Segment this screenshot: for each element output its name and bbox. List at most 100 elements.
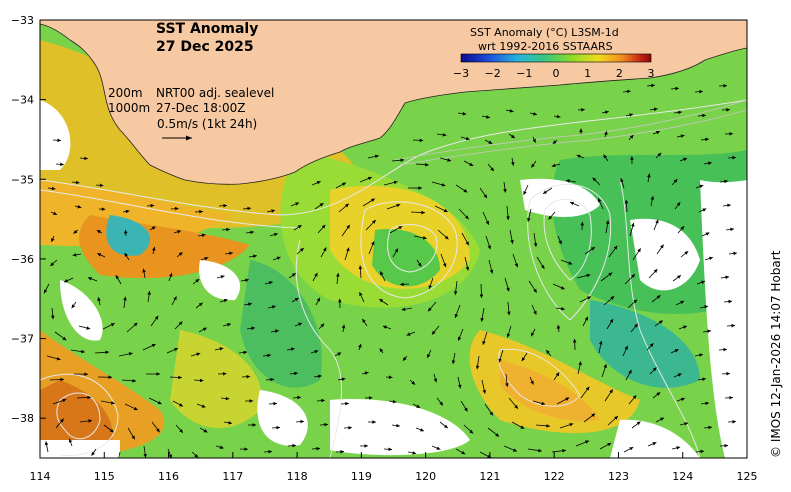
current-arrowhead [733,251,737,256]
current-arrowhead [465,136,470,141]
x-tick-label: 116 [158,470,179,483]
current-arrowhead [576,154,581,159]
current-arrowhead [680,397,685,402]
current-arrowhead [551,163,556,168]
current-arrowhead [364,444,368,448]
current-arrowhead [510,239,514,244]
current-arrowhead [421,210,425,215]
legend-tick-label: −1 [516,67,532,80]
current-arrowhead [362,318,366,323]
current-arrowhead [566,179,570,183]
current-arrowhead [565,397,570,401]
current-arrowhead [370,198,375,202]
current-arrowhead [465,266,470,271]
current-arrowhead [56,356,61,361]
current-arrowhead [490,167,494,172]
current-arrowhead [60,162,64,167]
current-arrowhead [510,134,515,139]
current-arrowhead [629,134,634,139]
current-arrowhead [444,235,449,240]
current-arrowhead [88,419,93,423]
missing-data-areas [40,100,747,458]
current-arrowhead [486,115,490,119]
current-arrowhead [558,240,562,245]
current-arrowhead [105,350,109,355]
current-arrowhead [348,426,352,430]
current-arrowhead [701,280,706,285]
x-tick-label: 122 [544,470,565,483]
current-arrowhead [422,236,427,240]
current-arrowhead [631,274,635,278]
current-arrowhead [591,413,596,418]
current-arrowhead [637,248,641,253]
x-tick-label: 120 [415,470,436,483]
current-arrowhead [128,352,133,356]
current-arrowhead [509,109,514,113]
current-arrowhead [204,256,209,261]
current-arrowhead [358,343,362,348]
current-arrowhead [533,310,537,315]
current-arrowhead [173,296,177,301]
current-arrowhead [531,332,535,337]
current-arrowhead [604,110,609,114]
current-arrowhead [324,422,328,427]
current-arrowhead [219,445,224,449]
current-arrowhead [480,317,484,322]
current-arrowhead [338,298,342,303]
current-arrowhead [568,261,573,265]
current-arrowhead [729,131,733,136]
current-arrowhead [632,395,637,400]
current-arrowhead [533,288,537,293]
current-arrowhead [609,318,614,323]
legend-tick-label: 0 [553,67,560,80]
current-arrowhead [578,361,582,366]
current-arrowhead [417,262,422,267]
current-arrowhead [443,208,448,213]
x-tick-label: 118 [287,470,308,483]
current-arrowhead [498,358,502,363]
current-arrowhead [726,371,730,376]
current-arrowhead [223,203,227,208]
current-arrowhead [680,226,685,230]
current-arrowhead [294,371,298,376]
legend-tick-label: −3 [453,67,469,80]
current-arrowhead [50,315,55,320]
current-arrowhead [132,378,136,383]
current-arrowhead [388,447,393,452]
x-tick-label: 119 [351,470,372,483]
current-arrowhead [675,86,679,91]
current-arrowhead [62,398,67,403]
current-arrowhead [676,202,681,207]
x-tick-label: 121 [479,470,500,483]
y-tick-label: −36 [11,253,34,266]
current-arrowhead [316,297,320,302]
current-arrowhead [245,278,249,282]
current-arrowhead [728,299,733,304]
current-arrowhead [676,446,681,450]
current-arrowhead [655,219,659,224]
current-arrowhead [598,340,603,345]
scale-arrow [162,135,192,141]
x-axis: 114 115 116 117 118 119 120 121 122 123 124 125 [30,452,758,483]
current-arrowhead [581,107,585,112]
current-arrowhead [147,291,151,295]
legend-ticks: −3 −2 −1 0 1 2 3 [453,67,655,80]
current-arrowhead [290,347,295,351]
current-arrowhead [634,323,638,328]
current-arrowhead [541,401,546,406]
current-arrowhead [465,241,469,246]
current-arrowhead [614,416,618,420]
current-arrowhead [400,158,405,162]
current-arrowhead [656,295,661,299]
current-arrowhead [657,152,662,157]
map-title: SST Anomaly [156,21,258,37]
current-arrowhead [374,154,379,159]
current-arrowhead [506,216,510,220]
current-arrowhead [244,447,248,451]
current-arrowhead [489,411,493,416]
current-arrowhead [68,438,73,443]
current-arrowhead [223,298,228,303]
current-arrowhead [626,89,631,94]
current-arrowhead [250,230,254,235]
current-arrowhead [702,113,706,118]
